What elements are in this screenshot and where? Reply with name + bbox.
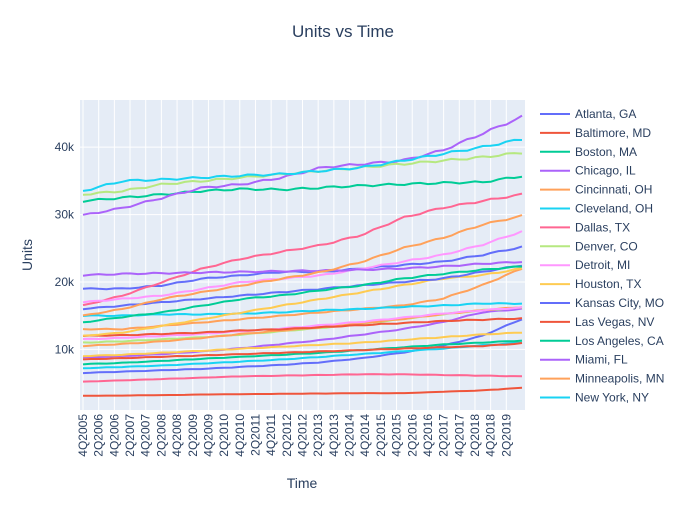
x-tick-label: 4Q2011 (264, 414, 278, 456)
legend-item[interactable]: New York, NY (540, 391, 649, 405)
x-tick-label: 4Q2013 (327, 414, 341, 457)
gridlines (80, 100, 525, 410)
legend[interactable]: Atlanta, GA Baltimore, MD Boston, MA Chicag… (540, 107, 664, 405)
series-line[interactable] (82, 175, 523, 203)
x-tick-label: 2Q2010 (217, 414, 231, 457)
series-line-extra[interactable] (82, 331, 522, 358)
y-tick-labels: 10k 20k 30k 40k (55, 140, 75, 356)
legend-item[interactable]: Houston, TX (540, 277, 641, 291)
legend-item[interactable]: Cincinnati, OH (540, 183, 652, 197)
chart-title: Units vs Time (292, 22, 394, 41)
series-lines (82, 114, 523, 397)
x-tick-label: 2Q2019 (499, 414, 513, 457)
x-tick-label: 2Q2011 (248, 414, 262, 456)
series-line[interactable] (82, 264, 523, 311)
series-line[interactable] (82, 342, 523, 361)
legend-item[interactable]: Las Vegas, NV (540, 315, 654, 329)
legend-label: Cleveland, OH (575, 202, 653, 216)
legend-label: Los Angeles, CA (575, 334, 664, 348)
legend-label: Dallas, TX (575, 220, 630, 234)
x-tick-label: 2Q2014 (343, 414, 357, 457)
legend-label: Baltimore, MD (575, 126, 651, 140)
legend-label: Kansas City, MO (575, 296, 664, 310)
y-tick-label: 10k (55, 342, 75, 356)
series-line[interactable] (82, 302, 523, 317)
x-tick-label: 2Q2016 (405, 414, 419, 457)
x-tick-label: 2Q2015 (374, 414, 388, 457)
y-tick-label: 40k (55, 140, 75, 154)
x-tick-labels: 4Q2005 2Q2006 4Q2006 2Q2007 4Q2007 2Q2008 4Q20… (76, 414, 513, 457)
legend-label: Las Vegas, NV (575, 315, 654, 329)
legend-label: Minneapolis, MN (575, 372, 664, 386)
series-line-extra[interactable] (82, 373, 523, 383)
x-tick-label: 2Q2013 (311, 414, 325, 457)
legend-label: Boston, MA (575, 145, 637, 159)
legend-label: Miami, FL (575, 353, 628, 367)
x-tick-label: 4Q2012 (296, 414, 310, 457)
series-line[interactable] (82, 245, 523, 291)
x-tick-label: 2Q2008 (154, 414, 168, 457)
legend-item[interactable]: Minneapolis, MN (540, 372, 664, 386)
legend-item[interactable]: Miami, FL (540, 353, 628, 367)
series-line[interactable] (82, 267, 523, 337)
series-line[interactable] (82, 230, 523, 304)
series-line-extra[interactable] (82, 317, 523, 337)
y-tick-label: 30k (55, 208, 75, 222)
x-axis-label: Time (287, 475, 318, 491)
series-line[interactable] (82, 192, 523, 307)
x-tick-label: 4Q2007 (139, 414, 153, 457)
legend-item[interactable]: Detroit, MI (540, 258, 630, 272)
legend-item[interactable]: Baltimore, MD (540, 126, 651, 140)
legend-label: Cincinnati, OH (575, 183, 652, 197)
series-line[interactable] (82, 214, 523, 317)
x-tick-label: 4Q2009 (201, 414, 215, 457)
series-line-extra[interactable] (82, 306, 523, 340)
series-line[interactable] (83, 386, 523, 397)
legend-item[interactable]: Kansas City, MO (540, 296, 664, 310)
x-tick-label: 2Q2018 (468, 414, 482, 457)
legend-item[interactable]: Cleveland, OH (540, 202, 653, 216)
y-axis-label: Units (19, 239, 35, 271)
x-tick-label: 4Q2005 (76, 414, 90, 457)
legend-label: Atlanta, GA (575, 107, 636, 121)
legend-item[interactable]: Los Angeles, CA (540, 334, 664, 348)
x-tick-label: 2Q2012 (280, 414, 294, 457)
legend-item[interactable]: Chicago, IL (540, 164, 636, 178)
y-tick-label: 20k (55, 275, 75, 289)
x-tick-label: 2Q2007 (123, 414, 137, 457)
legend-item[interactable]: Dallas, TX (540, 220, 630, 234)
x-tick-label: 4Q2008 (170, 414, 184, 457)
legend-label: Houston, TX (575, 277, 641, 291)
legend-item[interactable]: Denver, CO (540, 239, 638, 253)
x-tick-label: 4Q2006 (107, 414, 121, 457)
series-line[interactable] (82, 138, 523, 192)
series-line-extra[interactable] (82, 339, 523, 366)
legend-item[interactable]: Atlanta, GA (540, 107, 636, 121)
series-line[interactable] (82, 265, 523, 324)
x-tick-label: 4Q2015 (390, 414, 404, 457)
x-tick-label: 2Q2006 (92, 414, 106, 457)
x-tick-label: 2Q2009 (186, 414, 200, 457)
x-tick-label: 4Q2017 (452, 414, 466, 457)
x-tick-label: 2Q2017 (437, 414, 451, 457)
x-tick-label: 4Q2010 (233, 414, 247, 457)
legend-label: Detroit, MI (575, 258, 630, 272)
legend-label: New York, NY (575, 391, 649, 405)
legend-item[interactable]: Boston, MA (540, 145, 637, 159)
series-line[interactable] (82, 114, 523, 216)
x-tick-label: 4Q2016 (421, 414, 435, 457)
legend-label: Denver, CO (575, 239, 638, 253)
legend-label: Chicago, IL (575, 164, 636, 178)
x-tick-label: 4Q2014 (358, 414, 372, 457)
x-tick-label: 4Q2018 (484, 414, 498, 457)
series-line[interactable] (82, 261, 523, 277)
